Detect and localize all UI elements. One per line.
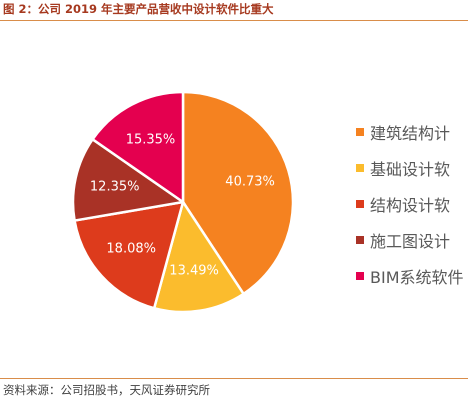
- figure-title: 图 2：公司 2019 年主要产品营收中设计软件比重大: [3, 2, 274, 16]
- chart-legend: 建筑结构计基础设计软结构设计软施工图设计 BIM系统软件: [356, 114, 468, 294]
- legend-item-1: 基础设计软: [356, 150, 468, 186]
- source-note: 资料来源：公司招股书，天风证券研究所: [3, 383, 210, 397]
- legend-label-0: 建筑结构计: [370, 124, 451, 143]
- legend-swatch-2: [356, 200, 364, 208]
- legend-swatch-1: [356, 164, 364, 172]
- slice-label-3: 12.35%: [90, 179, 140, 194]
- pie-slice-3: [71, 138, 185, 222]
- top-divider: [0, 20, 468, 21]
- bottom-divider: [0, 378, 468, 379]
- legend-swatch-3: [356, 236, 364, 244]
- slice-label-1: 13.49%: [169, 264, 219, 279]
- legend-label-4: BIM系统软件: [370, 268, 464, 287]
- legend-label-1: 基础设计软: [370, 160, 451, 179]
- legend-item-0: 建筑结构计: [356, 114, 468, 150]
- pie-chart: 40.73% 13.49% 18.08% 12.35% 15.35%: [71, 90, 295, 314]
- slice-label-0: 40.73%: [225, 174, 275, 189]
- pie-slice-4: [91, 90, 185, 204]
- pie-slice-2: [73, 200, 185, 310]
- legend-item-4: BIM系统软件: [356, 258, 468, 294]
- slice-label-4: 15.35%: [126, 133, 176, 148]
- legend-label-2: 结构设计软: [370, 196, 451, 215]
- legend-swatch-0: [356, 128, 364, 136]
- slice-label-2: 18.08%: [106, 242, 156, 257]
- legend-item-2: 结构设计软: [356, 186, 468, 222]
- legend-item-3: 施工图设计: [356, 222, 468, 258]
- legend-swatch-4: [356, 272, 364, 280]
- legend-label-3: 施工图设计: [370, 232, 451, 251]
